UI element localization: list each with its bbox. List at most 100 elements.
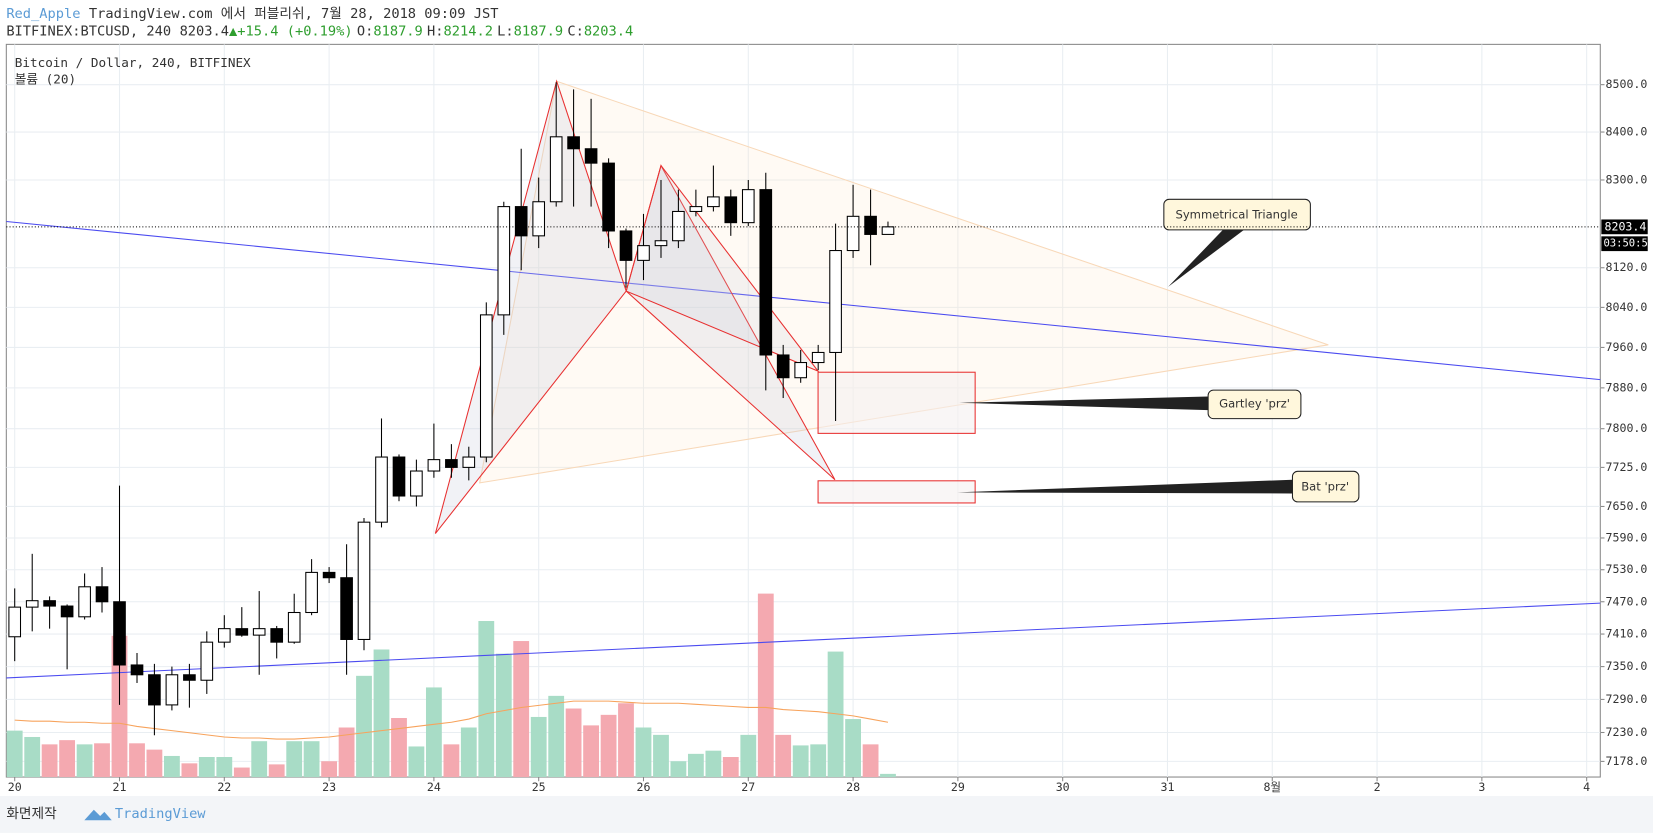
x-tick-label: 26 [637, 780, 651, 794]
candle-body [217, 628, 231, 643]
volume-bar [565, 708, 582, 778]
volume-ma [14, 700, 889, 740]
o-label: O: [357, 24, 373, 40]
prz-box [817, 480, 976, 504]
volume-bar [548, 695, 565, 778]
candle-body [78, 586, 91, 618]
callout [1163, 198, 1311, 231]
footer-brand[interactable]: TradingView [115, 806, 206, 822]
x-tick-label: 2 [1374, 780, 1381, 794]
candle-body [375, 456, 388, 523]
x-tick-label: 27 [741, 780, 755, 794]
candle-body [549, 136, 563, 203]
volume-bar [198, 757, 215, 778]
x-tick-label: 21 [113, 780, 127, 794]
y-tick-label: 7410.0 [1606, 627, 1648, 641]
y-tick-label: 7230.0 [1606, 725, 1648, 739]
candle-body [130, 664, 144, 676]
candle-body [235, 628, 249, 636]
volume-bar [373, 649, 390, 778]
y-tick-label: 7290.0 [1606, 692, 1648, 706]
volume-bar [6, 730, 23, 778]
volume-bar [233, 767, 250, 778]
candle-body [864, 215, 877, 235]
volume-bar [810, 744, 827, 778]
plot-area [5, 43, 1601, 778]
volume-bar [618, 703, 634, 778]
candle-body [60, 605, 74, 618]
y-tick-label: 7725.0 [1606, 460, 1648, 474]
volume-bar [862, 744, 879, 778]
candle-body [759, 189, 773, 356]
volume-bar [163, 755, 180, 778]
candle-body [445, 459, 458, 468]
volume-bar [495, 653, 512, 778]
y-tick-label: 8400.0 [1606, 125, 1648, 139]
chart-title: Bitcoin / Dollar, 240, BITFINEX [15, 55, 251, 70]
x-tick-label: 24 [427, 780, 441, 794]
volume-bar [757, 593, 774, 778]
volume-label: 볼륨 (20) [15, 72, 76, 87]
volume-bar [443, 744, 460, 778]
volume-bar [687, 753, 704, 778]
candle-body [322, 571, 336, 579]
callout-pointer [959, 396, 1209, 411]
trend-line [6, 220, 1601, 381]
y-tick-label: 7960.0 [1606, 340, 1648, 354]
volume-bar [59, 740, 76, 778]
y-tick-label: 7530.0 [1606, 562, 1648, 576]
candle-body [287, 611, 301, 643]
candle-body [427, 459, 441, 472]
volume-bar [792, 745, 809, 778]
volume-bar [670, 761, 687, 778]
y-tick-label: 7590.0 [1606, 530, 1648, 544]
x-tick-label: 8월 [1263, 780, 1281, 794]
h-value: 8214.2 [444, 24, 493, 40]
user[interactable]: Red_Apple [6, 6, 80, 22]
prz-box [817, 371, 976, 434]
x-tick-label: 25 [532, 780, 546, 794]
candle-body [514, 206, 528, 237]
volume-bar [845, 719, 861, 778]
volume-bar [722, 757, 739, 778]
volume-bar [653, 734, 669, 778]
candle-body [43, 600, 56, 607]
volume-bar [513, 641, 530, 778]
volume-bar [338, 727, 355, 778]
o-value: 8187.9 [373, 24, 422, 40]
x-tick-label: 3 [1478, 780, 1485, 794]
candle-body [672, 210, 685, 242]
y-tick-label: 8120.0 [1606, 260, 1648, 274]
y-tick-label: 7800.0 [1606, 421, 1648, 435]
candle-body [637, 245, 650, 261]
x-tick-label: 23 [322, 780, 336, 794]
candle-body [619, 230, 633, 261]
candle-body [25, 600, 39, 608]
candle-body [707, 196, 720, 208]
callout-text: Bat 'prz' [1301, 480, 1349, 494]
countdown-tag [1601, 236, 1648, 252]
callout [1207, 389, 1302, 420]
volume-bar [478, 621, 495, 778]
candle-body [602, 162, 615, 232]
volume-bar [303, 741, 320, 778]
x-tick-label: 22 [217, 780, 231, 794]
candle-body [392, 456, 406, 497]
y-tick-label: 8300.0 [1606, 172, 1648, 186]
y-tick-label: 7470.0 [1606, 594, 1648, 608]
last-price-tag [1601, 219, 1648, 235]
candle-body [881, 226, 895, 235]
candle-body [410, 470, 423, 497]
grid [6, 44, 1601, 778]
footer-text: 화면제작 [6, 806, 57, 822]
last-price-label: 8203.4 [1605, 219, 1647, 233]
candle-body [357, 521, 371, 640]
candle-body [148, 674, 161, 706]
candle-body [532, 201, 546, 237]
candle-body [724, 196, 738, 224]
y-tick-label: 7880.0 [1606, 380, 1648, 394]
volume-bar [286, 741, 303, 778]
c-label: C: [567, 24, 583, 40]
volume-bar [740, 734, 757, 778]
candle-body [305, 571, 318, 614]
